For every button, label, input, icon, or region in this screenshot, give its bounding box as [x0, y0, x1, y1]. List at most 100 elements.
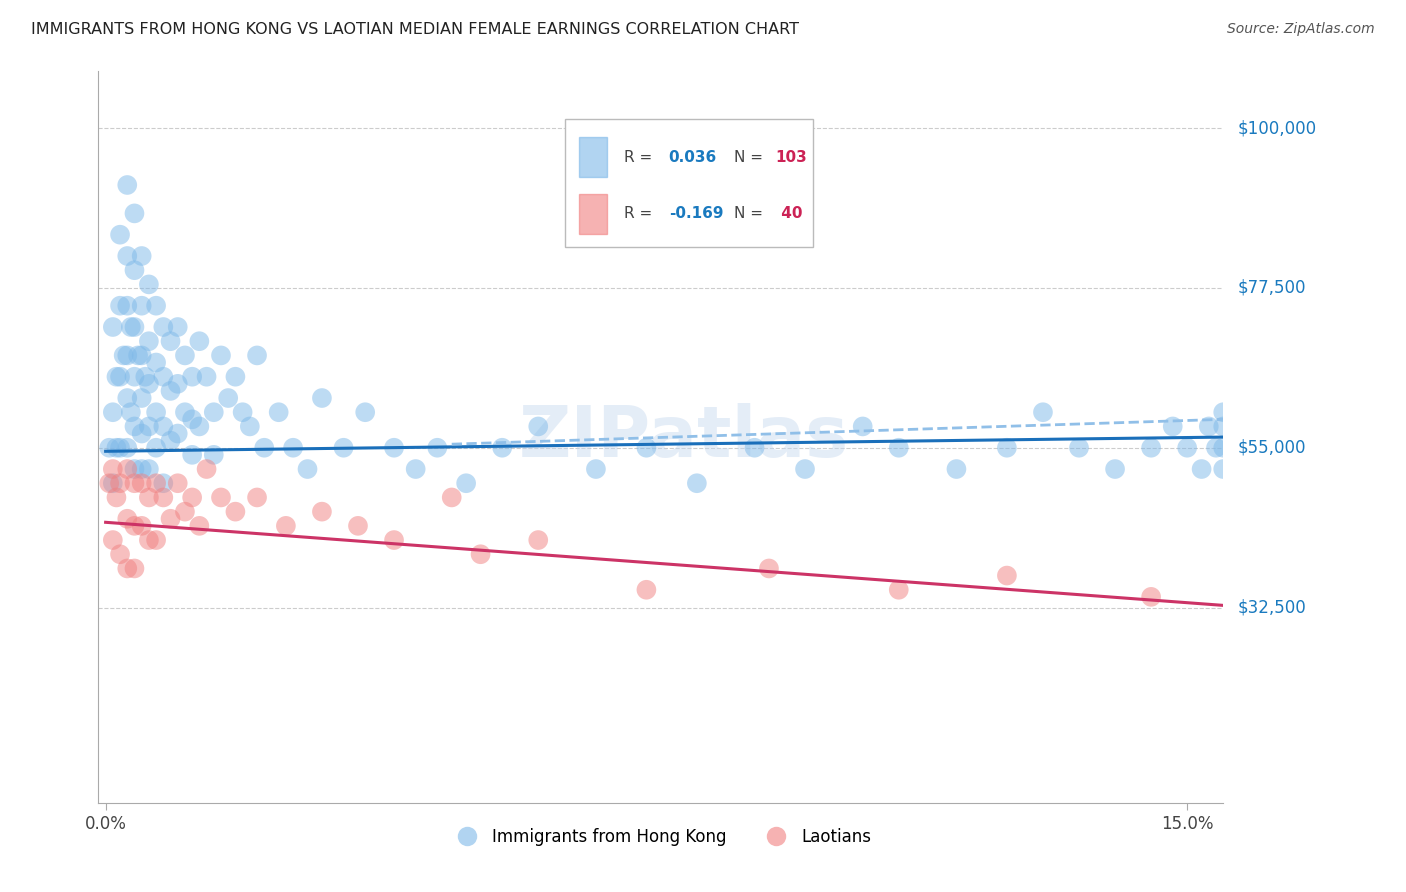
Point: [1067, 441, 1090, 455]
Point: [188, 419, 211, 434]
Point: [174, 505, 197, 519]
Point: [117, 462, 139, 476]
Point: [145, 441, 167, 455]
Point: [405, 462, 427, 476]
Point: [636, 441, 658, 455]
Point: [117, 178, 139, 192]
Point: [131, 299, 153, 313]
Point: [124, 206, 146, 220]
Point: [246, 491, 269, 505]
Point: [138, 419, 160, 434]
Point: [108, 441, 131, 455]
Point: [159, 384, 181, 398]
Point: [209, 348, 232, 362]
Point: [138, 277, 160, 292]
Point: [166, 320, 188, 334]
Point: [311, 505, 333, 519]
Point: [470, 547, 492, 561]
Point: [108, 227, 131, 242]
Point: [108, 299, 131, 313]
Point: [527, 419, 550, 434]
Point: [101, 476, 124, 491]
Point: [138, 533, 160, 547]
Point: [188, 334, 211, 349]
Point: [145, 533, 167, 547]
Text: $32,500: $32,500: [1237, 599, 1306, 616]
Point: [852, 419, 875, 434]
Point: [174, 405, 197, 419]
Point: [108, 547, 131, 561]
Point: [166, 476, 188, 491]
Point: [105, 369, 128, 384]
Point: [188, 519, 211, 533]
Point: [131, 249, 153, 263]
Point: [105, 441, 128, 455]
Point: [120, 320, 142, 334]
Point: [124, 462, 146, 476]
Point: [181, 491, 204, 505]
Point: [945, 462, 967, 476]
Point: [686, 476, 709, 491]
Point: [131, 462, 153, 476]
Point: [124, 419, 146, 434]
Point: [1212, 419, 1234, 434]
Point: [1191, 462, 1213, 476]
Text: $100,000: $100,000: [1237, 120, 1317, 137]
Point: [246, 348, 269, 362]
Point: [138, 462, 160, 476]
Point: [1198, 419, 1220, 434]
Point: [1212, 405, 1234, 419]
Point: [995, 568, 1018, 582]
Text: $77,500: $77,500: [1237, 279, 1306, 297]
Point: [202, 448, 225, 462]
Point: [181, 412, 204, 426]
Point: [491, 441, 513, 455]
Point: [354, 405, 377, 419]
Text: 40: 40: [776, 206, 801, 221]
Point: [1212, 441, 1234, 455]
Point: [1161, 419, 1184, 434]
Point: [159, 512, 181, 526]
Legend: Immigrants from Hong Kong, Laotians: Immigrants from Hong Kong, Laotians: [443, 822, 879, 853]
Point: [112, 348, 135, 362]
Point: [98, 441, 121, 455]
Point: [108, 476, 131, 491]
Point: [456, 476, 478, 491]
Point: [585, 462, 607, 476]
Point: [311, 391, 333, 405]
Text: IMMIGRANTS FROM HONG KONG VS LAOTIAN MEDIAN FEMALE EARNINGS CORRELATION CHART: IMMIGRANTS FROM HONG KONG VS LAOTIAN MED…: [31, 22, 799, 37]
Point: [131, 348, 153, 362]
Point: [124, 476, 146, 491]
Point: [145, 299, 167, 313]
Point: [274, 519, 297, 533]
Point: [152, 320, 174, 334]
Point: [117, 249, 139, 263]
Point: [117, 391, 139, 405]
Point: [995, 441, 1018, 455]
Point: [145, 405, 167, 419]
Point: [159, 434, 181, 448]
Point: [120, 405, 142, 419]
Point: [239, 419, 262, 434]
Point: [636, 582, 658, 597]
Point: [281, 441, 304, 455]
Point: [101, 533, 124, 547]
Point: [217, 391, 239, 405]
Point: [209, 491, 232, 505]
Point: [297, 462, 319, 476]
Point: [117, 348, 139, 362]
Point: [145, 476, 167, 491]
Point: [127, 348, 149, 362]
Point: [174, 348, 197, 362]
Bar: [579, 194, 607, 234]
Point: [117, 512, 139, 526]
Point: [145, 355, 167, 369]
Text: $55,000: $55,000: [1237, 439, 1306, 457]
Point: [1140, 590, 1163, 604]
Point: [758, 561, 780, 575]
Bar: [579, 137, 607, 178]
Point: [224, 369, 246, 384]
Text: N =: N =: [734, 206, 768, 221]
Point: [124, 263, 146, 277]
Point: [166, 376, 188, 391]
